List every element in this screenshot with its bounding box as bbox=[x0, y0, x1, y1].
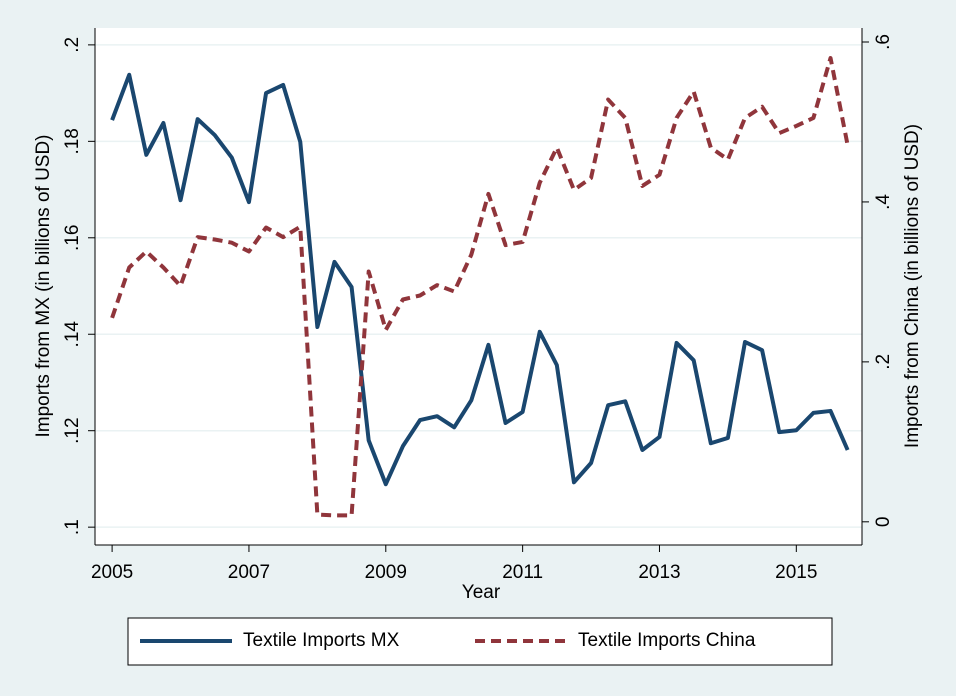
y2-axis-title: Imports from China (in billions of USD) bbox=[902, 124, 923, 448]
y-tick-label: .12 bbox=[62, 417, 83, 443]
y2-tick-label: .6 bbox=[873, 34, 894, 50]
y-tick-label: .18 bbox=[62, 128, 83, 154]
legend-label: Textile Imports MX bbox=[243, 630, 400, 651]
y-axis-title: Imports from MX (in billions of USD) bbox=[33, 134, 54, 437]
y2-tick-label: 0 bbox=[873, 517, 894, 528]
x-tick-label: 2007 bbox=[228, 562, 270, 583]
plot-area bbox=[95, 28, 862, 545]
y-tick-label: .16 bbox=[62, 225, 83, 251]
x-tick-label: 2013 bbox=[638, 562, 680, 583]
y-tick-label: .1 bbox=[62, 519, 83, 535]
series-line bbox=[110, 55, 850, 518]
y-tick-label: .14 bbox=[62, 321, 83, 348]
legend-label: Textile Imports China bbox=[578, 630, 756, 651]
x-tick-label: 2011 bbox=[502, 562, 543, 583]
x-tick-label: 2015 bbox=[775, 562, 817, 583]
x-tick-label: 2009 bbox=[365, 562, 407, 583]
y2-tick-label: .2 bbox=[873, 354, 894, 370]
series-line bbox=[110, 72, 850, 487]
y-tick-label: .2 bbox=[62, 37, 83, 53]
x-axis-title: Year bbox=[462, 582, 501, 603]
x-tick-label: 2005 bbox=[91, 562, 133, 583]
y2-tick-label: .4 bbox=[873, 194, 894, 210]
